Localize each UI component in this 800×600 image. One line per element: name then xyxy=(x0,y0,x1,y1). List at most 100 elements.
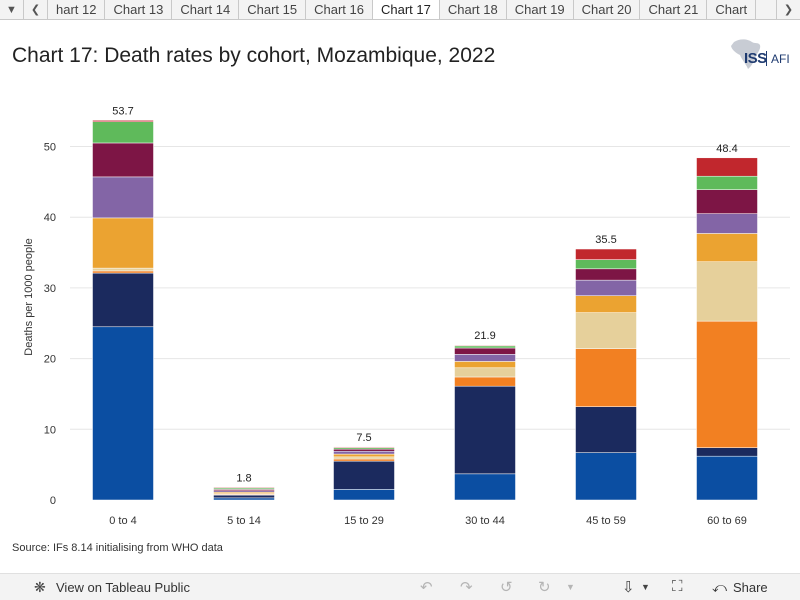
bar-total-label: 1.8 xyxy=(236,472,251,484)
labels: 0 10 20 30 40 50 53.7 0 to 4 1.8 5 to 14 7.5 15 to … xyxy=(44,105,747,527)
bar-segment[interactable] xyxy=(213,497,275,501)
view-on-tableau-link[interactable]: View on Tableau Public xyxy=(56,579,190,595)
revert-icon[interactable]: ↺ xyxy=(500,579,513,596)
chevron-left-icon: ❮ xyxy=(30,4,41,16)
tab-bar: ▼ ❮ hart 12 Chart 13 Chart 14 Chart 15 Chart… xyxy=(0,0,800,20)
share-icon: ⤺ xyxy=(712,579,727,595)
tab-chart-20[interactable]: Chart 20 xyxy=(573,0,641,19)
bar-segment[interactable] xyxy=(333,460,395,490)
bar-segment[interactable] xyxy=(575,312,637,349)
bar-segment[interactable] xyxy=(696,447,758,457)
bar-segment[interactable] xyxy=(333,456,395,460)
bar-segment[interactable] xyxy=(454,347,516,355)
bars xyxy=(92,120,758,501)
download-dropdown-icon[interactable]: ▼ xyxy=(641,582,650,592)
tab-prev-button[interactable]: ❮ xyxy=(24,0,48,19)
stacked-bar-chart: 0 10 20 30 40 50 53.7 0 to 4 1.8 5 to 14 7.5 15 to … xyxy=(23,105,790,527)
tab-chart-17[interactable]: Chart 17 xyxy=(372,0,440,19)
logo-suffix: AFI xyxy=(771,52,790,66)
bar-segment[interactable] xyxy=(333,489,395,501)
bar-segment[interactable] xyxy=(333,453,395,458)
bar-total-label: 35.5 xyxy=(595,234,616,246)
bar-segment[interactable] xyxy=(92,121,154,144)
x-tick-label: 60 to 69 xyxy=(707,515,747,527)
tab-chart-15[interactable]: Chart 15 xyxy=(239,0,307,19)
y-tick-label: 10 xyxy=(44,424,56,436)
tab-chart-21[interactable]: Chart 21 xyxy=(640,0,708,19)
bar-segment[interactable] xyxy=(575,259,637,270)
bar-segment[interactable] xyxy=(454,376,516,387)
tab-chart-14[interactable]: Chart 14 xyxy=(172,0,240,19)
bar-segment[interactable] xyxy=(333,446,395,448)
bar-segment[interactable] xyxy=(213,494,275,499)
tableau-toolbar: ❋ View on Tableau Public ↶ ↷ ↺ ↻ ▼ ⇩ ▼ ⛶… xyxy=(0,573,800,600)
bar-segment[interactable] xyxy=(92,267,154,272)
bar-segment[interactable] xyxy=(575,279,637,296)
redo-icon[interactable]: ↷ xyxy=(460,579,473,596)
bar-segment[interactable] xyxy=(454,344,516,347)
bar-segment[interactable] xyxy=(696,233,758,262)
bar-segment[interactable] xyxy=(575,452,637,501)
bar-segment[interactable] xyxy=(333,458,395,462)
tab-chart-13[interactable]: Chart 13 xyxy=(105,0,173,19)
caret-down-icon: ▼ xyxy=(6,3,17,16)
refresh-icon[interactable]: ↻ xyxy=(538,579,551,596)
y-tick-label: 30 xyxy=(44,283,56,295)
y-tick-label: 20 xyxy=(44,354,56,366)
bar-segment[interactable] xyxy=(696,213,758,234)
bar-segment[interactable] xyxy=(696,189,758,214)
bar-segment[interactable] xyxy=(454,354,516,362)
bar-segment[interactable] xyxy=(575,406,637,453)
bar-segment[interactable] xyxy=(575,348,637,407)
logo-separator xyxy=(766,51,767,66)
bar-segment[interactable] xyxy=(92,272,154,328)
bar-segment[interactable] xyxy=(575,268,637,281)
bar-segment[interactable] xyxy=(213,487,275,489)
bar-segment[interactable] xyxy=(454,345,516,349)
tableau-logo-icon: ❋ xyxy=(34,579,46,595)
bar-total-label: 21.9 xyxy=(474,330,495,342)
tab-next-button[interactable]: ❯ xyxy=(776,0,800,19)
refresh-dropdown-icon[interactable]: ▼ xyxy=(566,582,575,592)
bar-segment[interactable] xyxy=(454,361,516,369)
bar-segment[interactable] xyxy=(92,270,154,274)
bar-segment[interactable] xyxy=(575,295,637,313)
source-note: Source: IFs 8.14 initialising from WHO d… xyxy=(12,542,223,554)
bar-segment[interactable] xyxy=(696,175,758,190)
bar-segment[interactable] xyxy=(696,157,758,177)
chart-title: Chart 17: Death rates by cohort, Mozambi… xyxy=(12,44,496,67)
x-tick-label: 45 to 59 xyxy=(586,515,626,527)
x-tick-label: 0 to 4 xyxy=(109,515,137,527)
tab-chart[interactable]: Chart xyxy=(707,0,757,19)
bar-segment[interactable] xyxy=(454,385,516,475)
bar-segment[interactable] xyxy=(454,367,516,378)
bar-segment[interactable] xyxy=(454,473,516,501)
africa-map-icon xyxy=(731,39,761,69)
bar-segment[interactable] xyxy=(696,261,758,322)
bar-segment[interactable] xyxy=(696,455,758,501)
bar-segment[interactable] xyxy=(333,450,395,455)
tab-dropdown-button[interactable]: ▼ xyxy=(0,0,24,19)
tab-chart-18[interactable]: Chart 18 xyxy=(439,0,507,19)
tab-chart-16[interactable]: Chart 16 xyxy=(306,0,373,19)
tab-hart-12[interactable]: hart 12 xyxy=(48,0,106,19)
bar-segment[interactable] xyxy=(575,248,637,260)
tab-chart-19[interactable]: Chart 19 xyxy=(506,0,574,19)
x-tick-label: 30 to 44 xyxy=(465,515,505,527)
bar-segment[interactable] xyxy=(92,326,154,501)
bar-segment[interactable] xyxy=(92,176,154,219)
bar-segment[interactable] xyxy=(92,142,154,178)
bar-total-label: 53.7 xyxy=(112,105,133,117)
fullscreen-icon[interactable]: ⛶ xyxy=(672,578,683,595)
bar-segment[interactable] xyxy=(92,217,154,269)
x-tick-label: 15 to 29 xyxy=(344,515,384,527)
share-button[interactable]: ⤺ Share xyxy=(712,579,768,596)
y-tick-label: 40 xyxy=(44,212,56,224)
x-tick-label: 5 to 14 xyxy=(227,515,261,527)
download-icon[interactable]: ⇩ xyxy=(622,579,635,596)
y-tick-label: 0 xyxy=(50,495,56,507)
bar-segment[interactable] xyxy=(333,448,395,452)
bar-segment[interactable] xyxy=(92,120,154,123)
bar-segment[interactable] xyxy=(696,320,758,448)
undo-icon[interactable]: ↶ xyxy=(420,579,433,596)
